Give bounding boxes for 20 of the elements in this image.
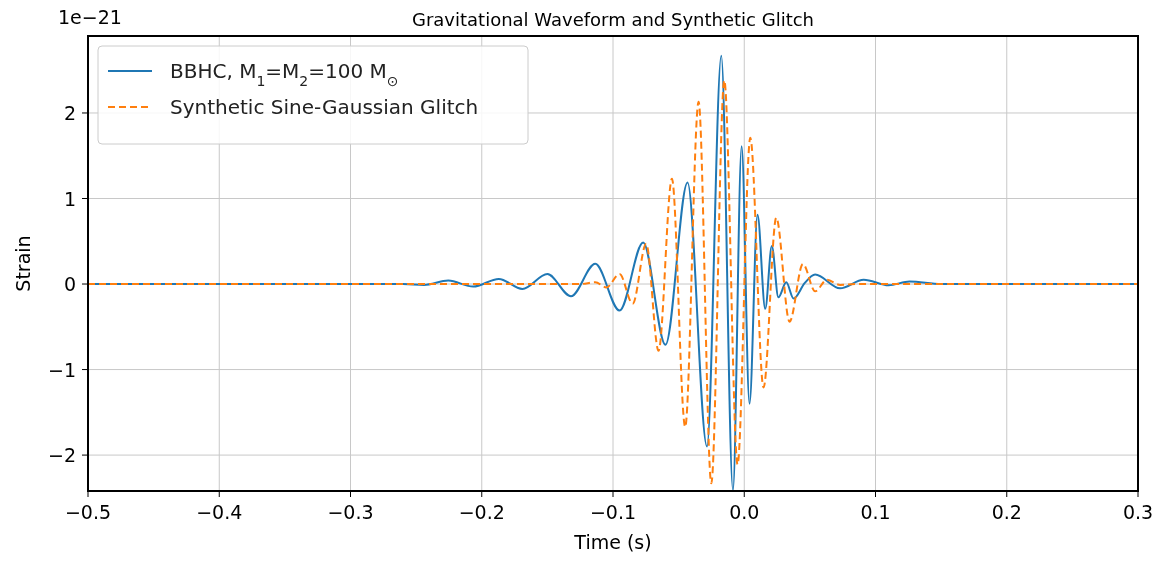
chart-title: Gravitational Waveform and Synthetic Glitch bbox=[411, 9, 815, 30]
x-tick-label: 0.1 bbox=[860, 501, 891, 523]
x-tick-label: 0.3 bbox=[1122, 501, 1154, 523]
x-tick-label: −0.4 bbox=[196, 501, 243, 523]
x-axis-title: Time (s) bbox=[573, 531, 652, 553]
y-axis-title: Strain bbox=[12, 235, 34, 292]
text: 1e−21 bbox=[58, 6, 122, 28]
legend-label: BBHC, M$_{1}$=M$_{2}$=100 M$_{⊙}$ bbox=[170, 59, 399, 89]
y-tick-label: 0 bbox=[63, 273, 76, 296]
x-tick-label: 0.0 bbox=[729, 501, 760, 523]
y-tick-label: −2 bbox=[47, 444, 76, 467]
x-tick-label: −0.2 bbox=[458, 501, 505, 523]
y-tick-label: 2 bbox=[63, 101, 76, 124]
x-tick-label: −0.3 bbox=[327, 501, 374, 523]
legend-label: Synthetic Sine-Gaussian Glitch bbox=[170, 95, 479, 119]
x-tick-label: 0.2 bbox=[991, 501, 1022, 523]
y-tick-label: 1 bbox=[63, 187, 76, 210]
x-tick-label: −0.5 bbox=[64, 501, 112, 523]
x-tick-label: −0.1 bbox=[589, 501, 637, 523]
y-tick-label: −1 bbox=[47, 358, 76, 381]
